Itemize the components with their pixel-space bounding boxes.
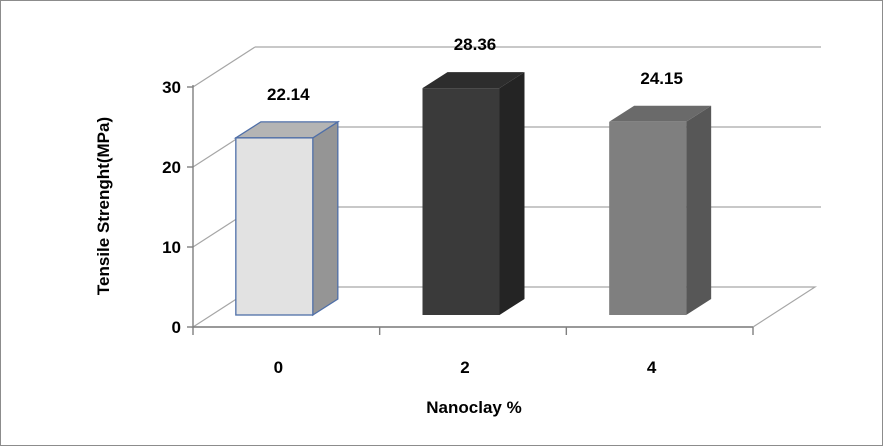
bar-0 xyxy=(233,120,341,317)
y-tick-label: 30 xyxy=(162,78,181,97)
bar-top xyxy=(609,105,712,122)
bar-front xyxy=(235,137,314,316)
plot-walls xyxy=(190,46,821,328)
x-axis-title: Nanoclay % xyxy=(426,398,521,417)
y-tick-label: 10 xyxy=(162,238,181,257)
bar-top xyxy=(422,72,525,89)
bar-side xyxy=(686,105,712,315)
bar-4 xyxy=(609,105,712,315)
labels: 0 10 20 30 22.14 0 28.36 2 24.15 4 xyxy=(162,35,683,377)
bar-front xyxy=(422,88,500,316)
y-tick-label: 20 xyxy=(162,158,181,177)
bar-side xyxy=(499,72,525,316)
bar-2 xyxy=(422,72,525,316)
x-tick-label: 2 xyxy=(460,358,469,377)
bar-side xyxy=(312,120,339,317)
data-label: 28.36 xyxy=(454,35,497,54)
bar-front xyxy=(609,121,687,315)
data-label: 22.14 xyxy=(267,85,310,104)
x-tick-label: 0 xyxy=(274,358,283,377)
data-label: 24.15 xyxy=(640,69,683,88)
y-axis-title: Tensile Strenght(MPa) xyxy=(94,117,113,295)
side-gridline xyxy=(192,46,256,88)
bars xyxy=(233,72,712,317)
axes xyxy=(187,85,754,335)
y-tick-label: 0 xyxy=(172,318,181,337)
x-tick-label: 4 xyxy=(647,358,657,377)
